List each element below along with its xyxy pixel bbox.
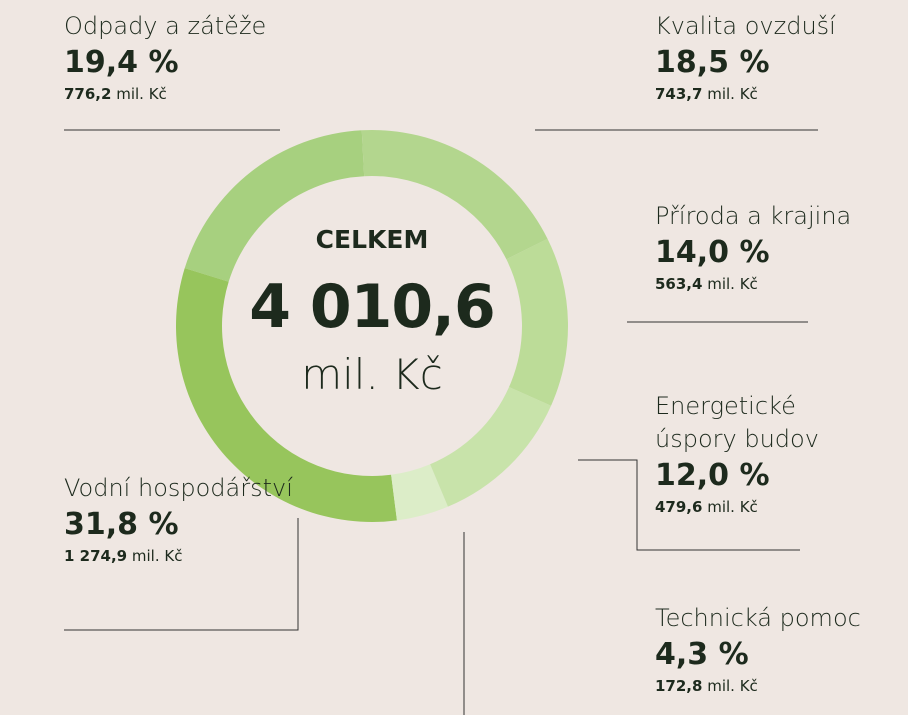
amount-value: 743,7 [655,84,703,103]
segment-label: Technická pomoc 4,3 % 172,8 mil. Kč [655,602,908,696]
donut-segment [361,130,548,260]
amount-unit: mil. Kč [707,676,758,695]
donut-segment [391,464,448,521]
leader-line [578,459,800,551]
category-name: Vodní hospodářství [64,474,293,502]
amount-value: 776,2 [64,84,112,103]
donut-segment [506,238,569,406]
amount-unit: mil. Kč [707,497,758,516]
amount-label: 172,8 mil. Kč [655,676,908,697]
category-name: Technická pomoc [655,604,861,632]
amount-unit: mil. Kč [116,84,167,103]
donut-segment [176,268,397,522]
percent-label: 4,3 % [655,637,749,673]
amount-label: 743,7 mil. Kč [655,84,908,105]
segment-label: Odpady a zátěže 19,4 % 776,2 mil. Kč [64,10,364,104]
percent-label: 18,5 % [655,45,770,81]
donut-segment [430,387,552,507]
amount-value: 479,6 [655,497,703,516]
total-value: 4 010,6 [249,272,495,342]
percent-label: 31,8 % [64,507,179,543]
amount-value: 1 274,9 [64,546,128,565]
category-name: Energetické úspory budov [655,392,819,454]
category-name: Odpady a zátěže [64,12,267,40]
amount-value: 172,8 [655,676,703,695]
amount-label: 1 274,9 mil. Kč [64,546,304,567]
center-title: CELKEM [315,225,429,254]
amount-label: 563,4 mil. Kč [655,274,908,295]
donut-segment [184,130,365,282]
amount-label: 479,6 mil. Kč [655,497,855,518]
amount-unit: mil. Kč [707,84,758,103]
percent-label: 14,0 % [655,235,770,271]
percent-label: 19,4 % [64,45,179,81]
segment-label: Energetické úspory budov 12,0 % 479,6 mil.… [655,390,855,517]
segment-label: Kvalita ovzduší 18,5 % 743,7 mil. Kč [655,10,908,104]
amount-value: 563,4 [655,274,703,293]
total-unit: mil. Kč [301,350,443,399]
leader-line [64,518,299,631]
amount-label: 776,2 mil. Kč [64,84,364,105]
leader-lines [64,129,818,715]
category-name: Příroda a krajina [655,202,852,230]
amount-unit: mil. Kč [707,274,758,293]
amount-unit: mil. Kč [131,546,183,565]
percent-label: 12,0 % [655,458,770,494]
segment-label: Příroda a krajina 14,0 % 563,4 mil. Kč [655,200,908,294]
category-name: Kvalita ovzduší [655,12,836,40]
segment-label: Vodní hospodářství 31,8 % 1 274,9 mil. Kč [64,472,304,566]
